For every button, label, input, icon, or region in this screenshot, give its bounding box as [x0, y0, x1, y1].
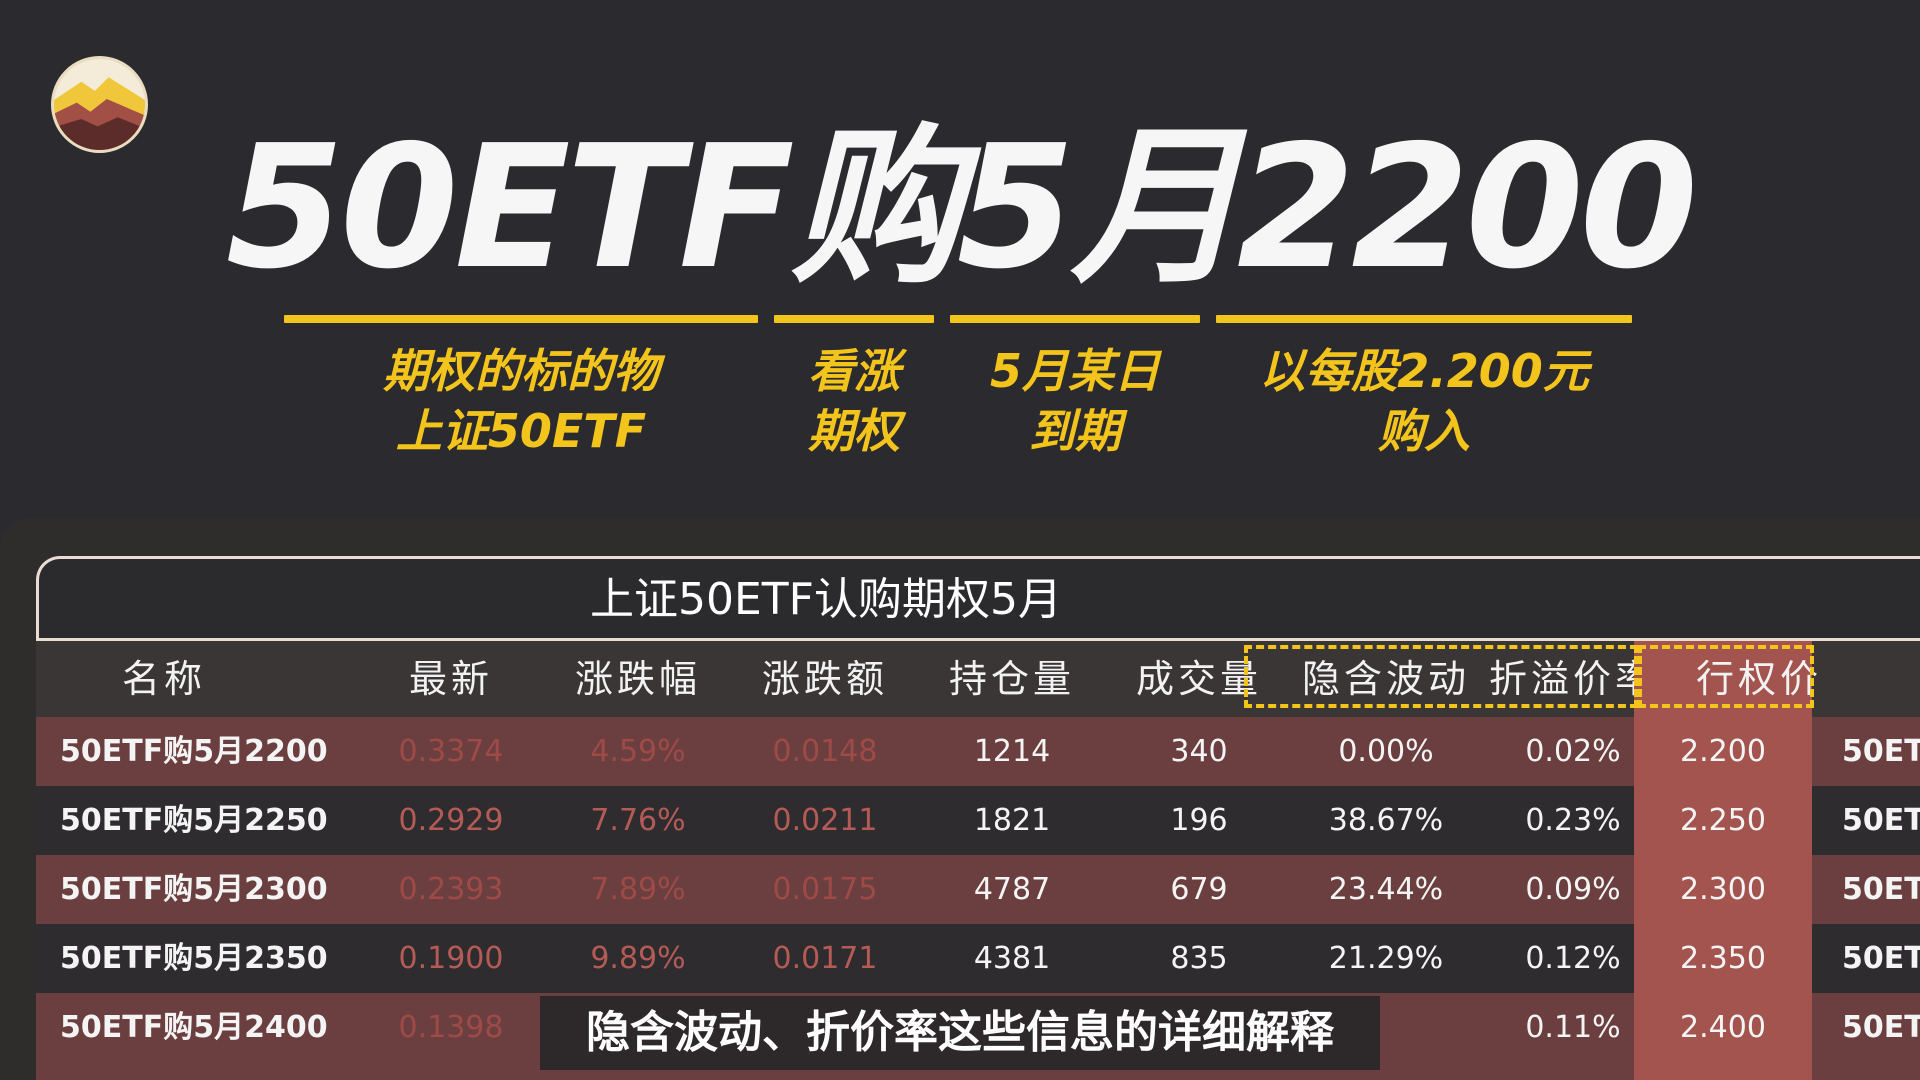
strike-price: 2.400: [1680, 1010, 1766, 1045]
change-amt: 0.0211: [772, 803, 878, 838]
strike-price: 2.350: [1680, 941, 1766, 976]
explanation-line: 期权: [808, 404, 900, 458]
table-title: 上证50ETF认购期权5月: [590, 574, 1062, 625]
next-column-name: 50ETF: [1842, 803, 1920, 838]
latest-price: 0.2929: [398, 803, 504, 838]
change-amt: 0.0171: [772, 941, 878, 976]
column-header-open-interest: 持仓量: [948, 657, 1075, 701]
open-interest: 1821: [973, 803, 1051, 838]
premium-rate: 0.23%: [1525, 803, 1621, 838]
next-column-name: 50ETF: [1842, 734, 1920, 769]
premium-rate: 0.09%: [1525, 872, 1621, 907]
column-header-name: 名称: [121, 657, 206, 701]
underline-bar: [950, 315, 1200, 323]
implied-volatility: 0.00%: [1338, 734, 1434, 769]
change-pct: 9.89%: [590, 941, 686, 976]
explanation-underlying: 期权的标的物 上证50ETF: [284, 315, 758, 465]
channel-logo: [51, 56, 148, 153]
column-header-change-pct: 涨跌幅: [574, 657, 701, 701]
change-amt: 0.0148: [772, 734, 878, 769]
explanation-line: 上证50ETF: [395, 404, 647, 458]
column-header-change-amt: 涨跌额: [761, 657, 888, 701]
implied-volatility: 38.67%: [1328, 803, 1444, 838]
explanation-call: 看涨 期权: [774, 315, 934, 465]
header-divider: [36, 638, 1920, 641]
table-row[interactable]: 50ETF购5月2200 0.3374 4.59% 0.0148 1214 34…: [36, 717, 1920, 786]
implied-volatility: 23.44%: [1328, 872, 1444, 907]
table-row[interactable]: 50ETF购5月2250 0.2929 7.76% 0.0211 1821 19…: [36, 786, 1920, 855]
underline-bar: [284, 315, 758, 323]
table-row[interactable]: 50ETF购5月2350 0.1900 9.89% 0.0171 4381 83…: [36, 924, 1920, 993]
explanation-line: 以每股2.200元: [1259, 344, 1589, 398]
strike-price-column: 2.200 2.250 2.300 2.350 2.400: [1634, 641, 1812, 1080]
column-header-premium-rate: 折溢价率: [1488, 657, 1657, 701]
change-pct: 7.76%: [590, 803, 686, 838]
option-name: 50ETF购5月2300: [60, 872, 328, 907]
video-subtitle: 隐含波动、折价率这些信息的详细解释: [540, 996, 1380, 1070]
premium-rate: 0.11%: [1525, 1010, 1621, 1045]
explanation-expiry: 5月某日 到期: [950, 315, 1200, 465]
open-interest: 4787: [973, 872, 1051, 907]
latest-price: 0.3374: [398, 734, 504, 769]
explanation-line: 5月某日: [989, 344, 1160, 398]
option-name: 50ETF购5月2400: [60, 1010, 328, 1045]
next-column-name: 50ETF: [1842, 1010, 1920, 1045]
mountain-logo-icon: [54, 59, 145, 150]
underline-bar: [774, 315, 934, 323]
latest-price: 0.2393: [398, 872, 504, 907]
option-name: 50ETF购5月2200: [60, 734, 328, 769]
premium-rate: 0.12%: [1525, 941, 1621, 976]
explanation-strike: 以每股2.200元 购入: [1216, 315, 1632, 465]
volume: 196: [1170, 803, 1228, 838]
volume: 679: [1170, 872, 1228, 907]
option-name: 50ETF购5月2250: [60, 803, 328, 838]
column-header-latest: 最新: [408, 657, 493, 701]
volume: 835: [1170, 941, 1228, 976]
open-interest: 1214: [973, 734, 1051, 769]
strike-header-overlay: 行权价: [1695, 657, 1822, 701]
change-pct: 7.89%: [590, 872, 686, 907]
option-name: 50ETF购5月2350: [60, 941, 328, 976]
strike-price: 2.250: [1680, 803, 1766, 838]
column-header-implied-volatility: 隐含波动: [1301, 657, 1470, 701]
explanation-line: 期权的标的物: [383, 344, 659, 398]
strike-price: 2.300: [1680, 872, 1766, 907]
main-title: 50ETF购5月2200: [225, 109, 1698, 307]
change-pct: 4.59%: [590, 734, 686, 769]
latest-price: 0.1398: [398, 1010, 504, 1045]
explanation-line: 到期: [1029, 404, 1121, 458]
explanation-line: 看涨: [808, 344, 900, 398]
volume: 340: [1170, 734, 1228, 769]
column-header-volume: 成交量: [1135, 657, 1262, 701]
open-interest: 4381: [973, 941, 1051, 976]
premium-rate: 0.02%: [1525, 734, 1621, 769]
next-column-name: 50ETF: [1842, 941, 1920, 976]
latest-price: 0.1900: [398, 941, 504, 976]
change-amt: 0.0175: [772, 872, 878, 907]
implied-volatility: 21.29%: [1328, 941, 1444, 976]
explanation-line: 购入: [1378, 404, 1470, 458]
table-row[interactable]: 50ETF购5月2300 0.2393 7.89% 0.0175 4787 67…: [36, 855, 1920, 924]
strike-price: 2.200: [1680, 734, 1766, 769]
next-column-name: 50ETF: [1842, 872, 1920, 907]
underline-bar: [1216, 315, 1632, 323]
